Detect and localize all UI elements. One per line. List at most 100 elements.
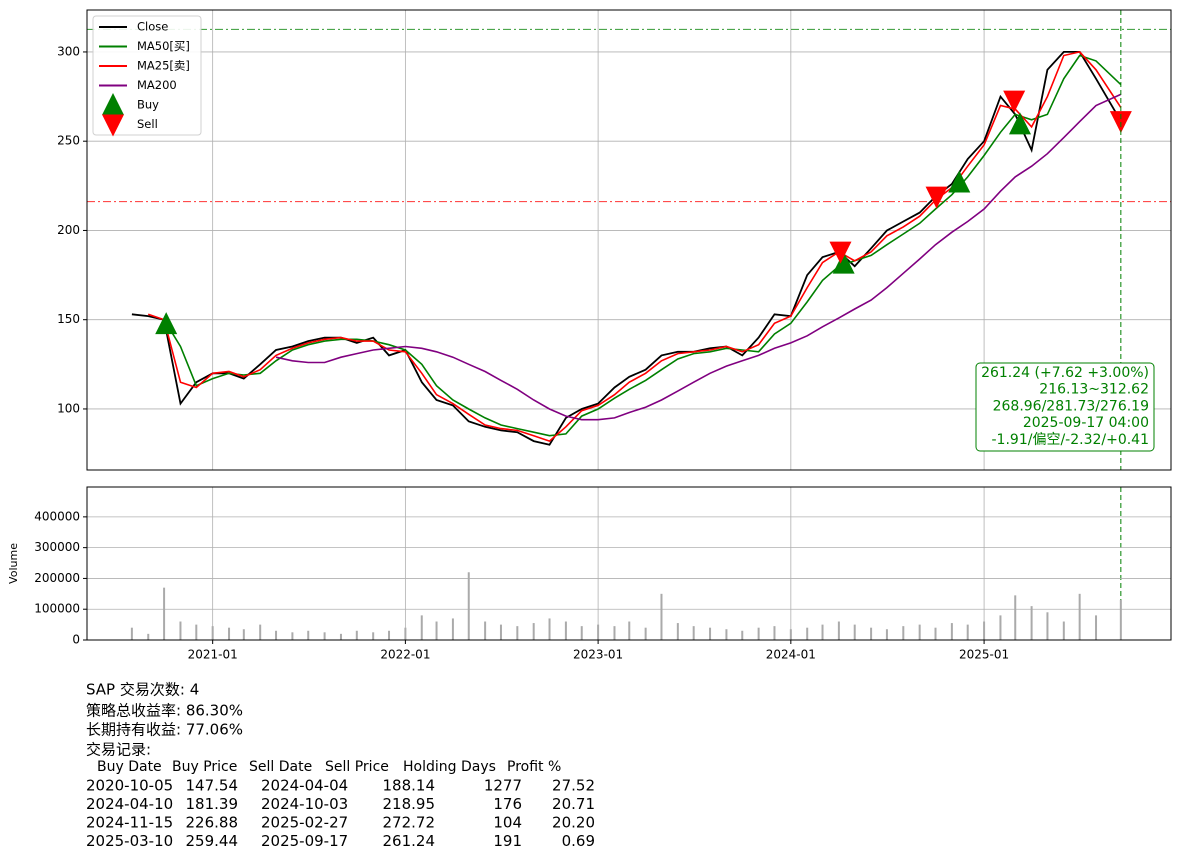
volume-bar xyxy=(885,629,888,640)
y-axis-label: Volume xyxy=(7,543,20,584)
volume-bar xyxy=(741,630,744,640)
volume-bar xyxy=(999,615,1002,640)
x-tick-label: 2023-01 xyxy=(573,648,623,662)
volume-bar xyxy=(275,630,278,640)
y-tick-label: 400000 xyxy=(34,509,80,523)
table-cell: 2020-10-05 xyxy=(86,777,173,795)
volume-bar xyxy=(147,633,150,640)
volume-bar xyxy=(404,627,407,640)
annotation-text: 216.13~312.62 xyxy=(1039,382,1149,398)
report-line: 策略总收益率: 86.30% xyxy=(86,702,243,720)
volume-bar xyxy=(564,621,567,640)
table-cell: 147.54 xyxy=(186,777,239,795)
volume-bar xyxy=(757,627,760,640)
volume-bar xyxy=(435,621,438,640)
volume-bar xyxy=(467,572,470,640)
volume-bar xyxy=(902,626,905,640)
annotation-text: 268.96/281.73/276.19 xyxy=(993,398,1149,414)
legend-label: Sell xyxy=(137,117,158,131)
y-tick-label: 200 xyxy=(57,223,80,237)
volume-bar xyxy=(725,629,728,640)
volume-bar xyxy=(934,627,937,640)
table-cell: 2024-04-04 xyxy=(261,777,348,795)
volume-bar xyxy=(837,621,840,640)
volume-bar xyxy=(228,627,231,640)
table-header: Sell Price xyxy=(325,759,389,775)
y-tick-label: 100000 xyxy=(34,602,80,616)
legend-label: Close xyxy=(137,20,168,34)
volume-bar xyxy=(323,632,326,640)
table-cell: 218.95 xyxy=(383,795,436,813)
volume-bar xyxy=(613,626,616,640)
table-cell: 27.52 xyxy=(552,777,595,795)
volume-bar xyxy=(1062,621,1065,640)
volume-bar xyxy=(1078,593,1081,640)
volume-bar xyxy=(548,618,551,640)
legend-label: MA50[买] xyxy=(137,39,190,53)
table-cell: 176 xyxy=(493,795,522,813)
table-cell: 20.20 xyxy=(552,814,595,832)
volume-bar xyxy=(983,621,986,640)
volume-bar xyxy=(195,624,198,640)
table-header: Buy Date xyxy=(97,759,162,775)
legend-label: MA25[卖] xyxy=(137,59,190,73)
legend-marker xyxy=(102,93,124,115)
table-header: Profit % xyxy=(507,759,561,775)
volume-bar xyxy=(516,626,519,640)
sell-marker xyxy=(925,186,948,209)
table-cell: 188.14 xyxy=(383,777,436,795)
volume-bar xyxy=(918,624,921,640)
x-tick-label: 2021-01 xyxy=(188,648,238,662)
table-cell: 226.88 xyxy=(186,814,239,832)
legend-marker xyxy=(102,114,124,137)
volume-bar xyxy=(1119,599,1122,640)
volume-bar xyxy=(499,624,502,640)
volume-bar xyxy=(355,630,358,640)
table-cell: 2024-04-10 xyxy=(86,795,173,813)
volume-bar xyxy=(130,627,133,640)
series-line xyxy=(131,51,1122,446)
volume-bar xyxy=(1095,615,1098,640)
y-tick-label: 100 xyxy=(57,401,80,415)
y-tick-label: 250 xyxy=(57,134,80,148)
table-cell: 2025-09-17 xyxy=(261,832,348,850)
table-cell: 1277 xyxy=(484,777,522,795)
sell-marker xyxy=(829,241,852,264)
volume-bar xyxy=(870,627,873,640)
table-cell: 191 xyxy=(493,832,522,850)
report-line: 长期持有收益: 77.06% xyxy=(86,721,243,739)
annotation-box xyxy=(975,362,1155,452)
volume-bar xyxy=(676,623,679,640)
x-tick-label: 2024-01 xyxy=(766,648,816,662)
volume-bar xyxy=(372,632,375,640)
volume-bar xyxy=(420,615,423,640)
table-cell: 2024-11-15 xyxy=(86,814,173,832)
axes-frame xyxy=(86,9,1172,471)
volume-bar xyxy=(388,630,391,640)
volume-bar xyxy=(242,629,245,640)
volume-bar xyxy=(773,626,776,640)
table-cell: 261.24 xyxy=(383,832,436,850)
volume-bar xyxy=(179,621,182,640)
y-tick-label: 150 xyxy=(57,312,80,326)
volume-bar xyxy=(628,621,631,640)
table-header: Buy Price xyxy=(172,759,237,775)
volume-bar xyxy=(451,618,454,640)
table-cell: 104 xyxy=(493,814,522,832)
table-cell: 181.39 xyxy=(186,795,239,813)
volume-bar xyxy=(1046,612,1049,640)
series-line xyxy=(275,93,1122,421)
table-cell: 2025-02-27 xyxy=(261,814,348,832)
volume-bar xyxy=(1014,595,1017,640)
table-cell: 259.44 xyxy=(186,832,239,850)
y-tick-label: 200000 xyxy=(34,571,80,585)
volume-bar xyxy=(692,626,695,640)
volume-bar xyxy=(1030,606,1033,640)
volume-bar xyxy=(307,630,310,640)
table-header: Holding Days xyxy=(403,759,496,775)
annotation-text: -1.91/偏空/-2.32/+0.41 xyxy=(992,432,1150,448)
sell-marker xyxy=(1003,90,1026,113)
table-cell: 2024-10-03 xyxy=(261,795,348,813)
